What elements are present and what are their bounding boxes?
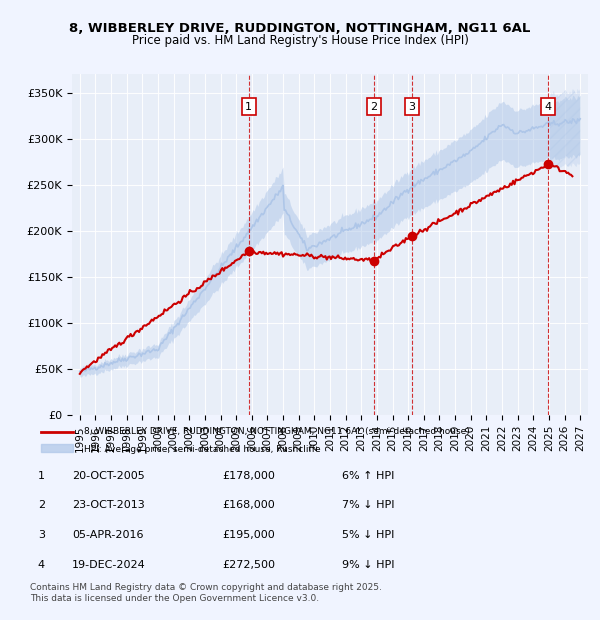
Text: 8, WIBBERLEY DRIVE, RUDDINGTON, NOTTINGHAM, NG11 6AL: 8, WIBBERLEY DRIVE, RUDDINGTON, NOTTINGH… (70, 22, 530, 35)
Text: 19-DEC-2024: 19-DEC-2024 (72, 560, 146, 570)
Text: £195,000: £195,000 (222, 530, 275, 540)
Text: 2: 2 (38, 500, 45, 510)
Text: 5% ↓ HPI: 5% ↓ HPI (342, 530, 394, 540)
Text: 3: 3 (409, 102, 416, 112)
Text: 23-OCT-2013: 23-OCT-2013 (72, 500, 145, 510)
Text: Contains HM Land Registry data © Crown copyright and database right 2025.
This d: Contains HM Land Registry data © Crown c… (30, 583, 382, 603)
Text: 6% ↑ HPI: 6% ↑ HPI (342, 471, 394, 480)
Text: Price paid vs. HM Land Registry's House Price Index (HPI): Price paid vs. HM Land Registry's House … (131, 34, 469, 47)
Text: HPI: Average price, semi-detached house, Rushcliffe: HPI: Average price, semi-detached house,… (84, 445, 320, 453)
Text: £168,000: £168,000 (222, 500, 275, 510)
Text: 05-APR-2016: 05-APR-2016 (72, 530, 143, 540)
Text: 4: 4 (545, 102, 552, 112)
Text: £178,000: £178,000 (222, 471, 275, 480)
Text: 8, WIBBERLEY DRIVE, RUDDINGTON, NOTTINGHAM, NG11 6AL (semi-detached house): 8, WIBBERLEY DRIVE, RUDDINGTON, NOTTINGH… (84, 427, 470, 436)
Text: £272,500: £272,500 (222, 560, 275, 570)
Text: 2: 2 (370, 102, 377, 112)
Text: 7% ↓ HPI: 7% ↓ HPI (342, 500, 395, 510)
Text: 3: 3 (38, 530, 45, 540)
Text: 20-OCT-2005: 20-OCT-2005 (72, 471, 145, 480)
Text: 1: 1 (245, 102, 252, 112)
Text: 1: 1 (38, 471, 45, 480)
Text: 4: 4 (38, 560, 45, 570)
Text: 9% ↓ HPI: 9% ↓ HPI (342, 560, 395, 570)
